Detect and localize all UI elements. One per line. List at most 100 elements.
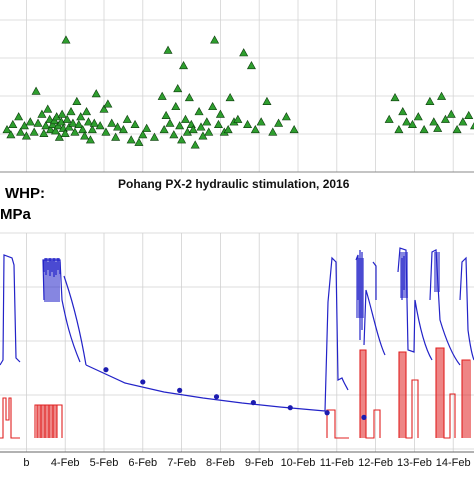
event-triangle <box>433 123 443 132</box>
event-triangle <box>107 118 117 127</box>
flow-rate-line <box>326 409 349 439</box>
event-triangle <box>182 127 192 136</box>
flow-rate-block <box>462 360 469 438</box>
event-triangle <box>452 124 462 134</box>
event-triangle <box>78 124 88 134</box>
whp-line <box>459 256 474 361</box>
event-triangle <box>45 124 55 134</box>
shutin-marker <box>287 405 293 411</box>
event-triangle <box>14 112 24 121</box>
event-triangle <box>268 127 278 136</box>
event-triangle <box>138 130 148 139</box>
event-triangle <box>202 117 212 126</box>
event-triangle <box>99 104 109 113</box>
x-tick-label: 14-Feb <box>436 457 471 469</box>
event-triangle <box>89 118 99 127</box>
event-triangle <box>56 117 66 126</box>
event-triangle <box>41 121 51 130</box>
event-triangle <box>16 127 26 136</box>
event-triangle <box>239 48 249 57</box>
event-triangle <box>118 124 128 134</box>
event-triangle <box>262 96 272 105</box>
event-triangle <box>8 119 18 128</box>
event-triangle <box>243 119 253 128</box>
event-triangle <box>37 109 47 118</box>
whp-line <box>85 364 326 412</box>
x-tick-label: 6-Feb <box>128 457 157 469</box>
event-triangle <box>6 130 16 139</box>
event-triangle <box>91 89 101 98</box>
event-triangle <box>464 110 474 120</box>
x-tick-label: 13-Feb <box>397 457 432 469</box>
x-tick-label: 12-Feb <box>358 457 393 469</box>
event-triangle <box>413 112 423 121</box>
event-triangle <box>437 91 447 100</box>
event-triangle <box>95 121 105 130</box>
event-triangle <box>101 127 111 136</box>
event-triangle <box>66 107 76 116</box>
whp-line <box>63 275 87 366</box>
x-tick-label: 8-Feb <box>206 457 235 469</box>
event-triangle <box>31 86 41 95</box>
event-triangle <box>289 124 299 134</box>
event-triangle <box>194 107 204 116</box>
event-triangle <box>74 119 84 128</box>
event-triangle <box>246 60 256 70</box>
event-triangle <box>33 118 43 127</box>
whp-line <box>363 289 386 356</box>
flow-rate-block <box>37 405 57 438</box>
event-triangle <box>281 112 291 121</box>
event-triangle <box>2 124 12 134</box>
event-triangle <box>83 117 93 126</box>
event-triangle <box>425 96 435 105</box>
event-triangle <box>149 132 159 141</box>
event-triangle <box>29 127 39 136</box>
event-triangle <box>250 124 260 134</box>
event-triangle <box>215 109 225 118</box>
event-triangle <box>171 101 181 111</box>
event-triangle <box>177 135 187 144</box>
whp-axis-label: WHP: <box>5 185 45 202</box>
event-triangle <box>256 117 266 126</box>
event-triangle <box>163 45 173 54</box>
event-triangle <box>225 92 235 102</box>
whp-oscillation-block <box>356 258 364 318</box>
event-triangle <box>184 92 194 102</box>
event-triangle <box>173 84 183 93</box>
event-triangle <box>113 122 123 131</box>
shutin-marker <box>324 410 330 416</box>
event-triangle <box>402 117 412 126</box>
chart-title: Pohang PX-2 hydraulic stimulation, 2016 <box>118 177 350 191</box>
event-triangle <box>384 114 394 123</box>
event-triangle <box>190 140 200 149</box>
event-triangle <box>62 114 72 123</box>
event-triangle <box>161 110 171 120</box>
flow-rate-block <box>436 348 444 438</box>
event-triangle <box>394 124 404 134</box>
whp-line <box>372 261 377 300</box>
event-triangle <box>43 104 53 113</box>
event-triangle <box>60 128 70 137</box>
event-triangle <box>57 109 67 118</box>
event-triangle <box>25 117 35 126</box>
x-tick-label: b <box>23 457 29 469</box>
shutin-marker <box>140 379 146 385</box>
event-triangle <box>179 60 189 70</box>
event-triangle <box>70 127 80 136</box>
event-triangle <box>122 114 132 123</box>
flow-rate-block <box>360 350 366 438</box>
event-triangle <box>45 114 55 123</box>
event-triangle <box>72 96 82 105</box>
event-triangle <box>159 124 169 134</box>
shutin-marker <box>177 387 183 393</box>
event-triangle <box>76 112 86 121</box>
event-triangle <box>157 91 167 100</box>
event-triangle <box>208 101 218 111</box>
pressure-unit-label: MPa <box>0 206 31 223</box>
x-tick-label: 5-Feb <box>90 457 119 469</box>
event-triangle <box>165 118 175 127</box>
whp-line <box>0 254 21 366</box>
event-triangle <box>130 119 140 128</box>
event-triangle <box>274 118 284 127</box>
